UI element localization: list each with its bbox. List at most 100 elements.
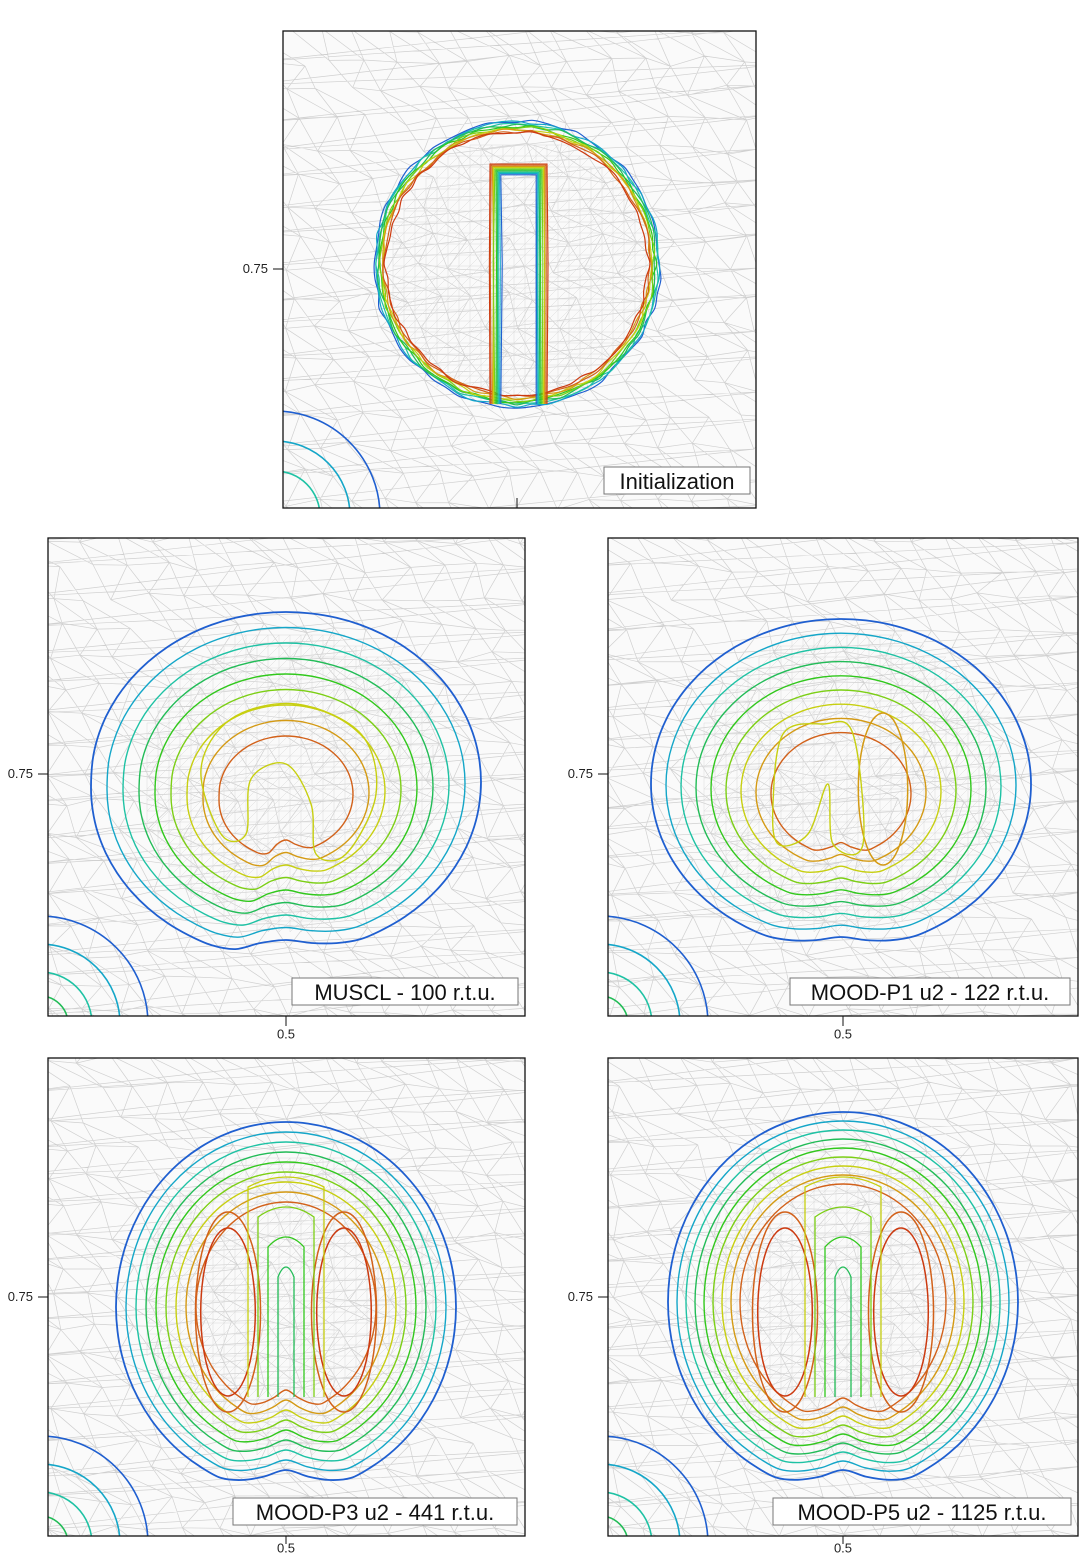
panel-mood-p1: 0.75 0.5 MOOD-P1 u2 - 122 r.t.u. <box>565 515 1083 1042</box>
y-tick-label: 0.75 <box>8 766 33 781</box>
contour-line <box>872 1227 930 1397</box>
contour-line <box>751 1211 819 1413</box>
corner-contours <box>608 1435 709 1536</box>
x-tick-label: 0.5 <box>834 1541 852 1556</box>
corner-contour-line <box>608 996 628 1016</box>
corner-contour-line <box>608 1435 709 1536</box>
contour-line <box>814 1206 872 1397</box>
corner-contour-line <box>48 1491 93 1536</box>
contour-line <box>740 703 942 874</box>
contour-line <box>185 1191 387 1415</box>
contour-line <box>725 689 957 885</box>
y-tick-label: 0.75 <box>568 1289 593 1304</box>
y-tick-label: 0.75 <box>8 1289 33 1304</box>
contour-line <box>106 626 466 938</box>
contour-line <box>685 1129 1001 1464</box>
corner-contour-line <box>608 971 653 1016</box>
contour-line <box>867 1211 935 1413</box>
corner-contours <box>48 915 149 1016</box>
panel-initialization: 0.75 Initialization <box>240 5 768 515</box>
contour-line <box>497 171 540 405</box>
mesh-lines <box>608 1058 1078 1536</box>
corner-contour-line <box>283 410 381 508</box>
contour-line <box>665 632 1017 930</box>
panel-label: MOOD-P3 u2 - 441 r.t.u. <box>256 1500 494 1525</box>
plot-background <box>283 31 756 508</box>
contour-line <box>712 1156 974 1438</box>
contour-line <box>680 646 1002 919</box>
contour-line <box>218 735 354 855</box>
panel-label: MOOD-P1 u2 - 122 r.t.u. <box>811 980 1049 1005</box>
corner-contour-line <box>608 1463 681 1536</box>
contour-line <box>202 719 370 867</box>
contour-line <box>703 1147 983 1447</box>
contour-line <box>710 675 972 896</box>
corner-contour-line <box>48 1435 149 1536</box>
contour-line <box>834 1266 852 1397</box>
contour-line <box>496 170 541 405</box>
contour-line <box>495 169 542 405</box>
contour-line <box>138 657 434 914</box>
contour-line <box>771 720 865 856</box>
corner-contour-line <box>48 915 149 1016</box>
plot-mood-p3: 0.75 0.5 MOOD-P3 u2 - 441 r.t.u. <box>8 1057 526 1556</box>
plot-mood-p1: 0.75 0.5 MOOD-P1 u2 - 122 r.t.u. <box>568 537 1079 1042</box>
y-tick-label: 0.75 <box>568 766 593 781</box>
main-contours <box>373 119 662 409</box>
contour-line <box>500 174 537 405</box>
x-tick-label: 0.5 <box>834 1027 852 1042</box>
x-tick-label: 0.5 <box>277 1541 295 1556</box>
contour-line <box>755 717 927 862</box>
contour-line <box>154 673 418 903</box>
contour-line <box>277 1266 295 1397</box>
corner-contour-line <box>608 915 709 1016</box>
contour-line <box>90 611 482 951</box>
contour-line <box>135 1141 437 1462</box>
contour-line <box>676 1120 1010 1472</box>
x-tick-label: 0.5 <box>277 1027 295 1042</box>
contour-line <box>694 1138 992 1455</box>
label-box <box>789 977 1071 1006</box>
contour-line <box>200 702 378 862</box>
contour-line <box>667 1111 1019 1481</box>
contour-line <box>155 1161 417 1443</box>
contour-line <box>165 1171 407 1434</box>
contour-line <box>739 1183 947 1413</box>
main-contours <box>90 611 482 951</box>
mesh-lines <box>283 31 756 508</box>
contour-line <box>382 129 651 397</box>
label-box <box>772 1497 1072 1526</box>
main-contours <box>667 1111 1019 1481</box>
corner-contour-line <box>283 440 351 508</box>
contour-line <box>175 1181 397 1424</box>
label-box <box>603 466 751 495</box>
contour-line <box>194 1211 262 1413</box>
contour-line <box>125 1131 447 1472</box>
contour-line <box>122 642 450 926</box>
corner-contour-line <box>608 1491 653 1536</box>
contour-line <box>267 1236 305 1397</box>
contour-line <box>489 164 547 405</box>
corner-contours <box>608 915 709 1016</box>
main-contours <box>650 618 1032 942</box>
corner-contour-line <box>48 971 93 1016</box>
label-box <box>291 977 519 1006</box>
contour-line <box>383 131 651 397</box>
y-tick-label: 0.75 <box>243 261 268 276</box>
contour-line <box>770 731 912 851</box>
panel-mood-p3: 0.75 0.5 MOOD-P3 u2 - 441 r.t.u. <box>5 1035 533 1557</box>
contour-line <box>315 1227 373 1397</box>
corner-contour-line <box>48 1516 68 1536</box>
corner-contours <box>48 1435 149 1536</box>
contour-line <box>499 173 538 405</box>
contour-line <box>695 660 987 907</box>
corner-contour-line <box>608 1516 628 1536</box>
plot-muscl: 0.75 0.5 MUSCL - 100 r.t.u. <box>8 537 526 1042</box>
label-box <box>232 1497 518 1526</box>
contour-line <box>857 712 909 866</box>
plot-mood-p5: 0.75 0.5 MOOD-P5 u2 - 1125 r.t.u. <box>568 1057 1079 1556</box>
contour-line <box>257 1206 315 1397</box>
contour-line <box>804 1176 882 1397</box>
panel-label: MOOD-P5 u2 - 1125 r.t.u. <box>797 1500 1046 1525</box>
contour-line <box>824 1236 862 1397</box>
